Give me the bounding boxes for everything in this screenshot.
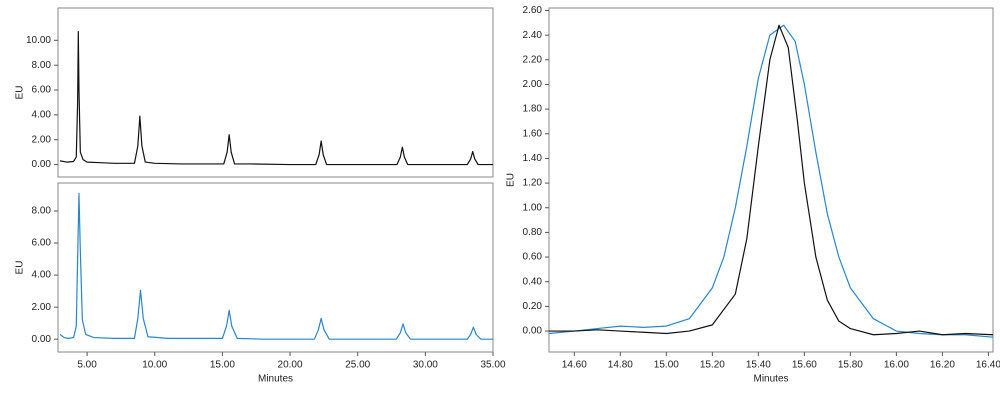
x-axis-label: Minutes [753, 374, 788, 385]
y-tick-label: 0.20 [523, 301, 543, 312]
x-tick-label: 15.00 [654, 360, 679, 371]
x-tick-label: 35.00 [480, 360, 505, 371]
y-tick-label: 2.20 [523, 54, 543, 65]
plot-frame [548, 7, 994, 353]
y-tick-label: 8.00 [32, 206, 52, 217]
plot-frame [57, 182, 494, 353]
x-tick-label: 16.20 [930, 360, 955, 371]
y-tick-label: 6.00 [32, 238, 52, 249]
x-axis-label: Minutes [258, 374, 293, 385]
y-tick-label: 1.40 [523, 153, 543, 164]
y-tick-label: 2.00 [32, 302, 52, 313]
y-tick-label: 2.00 [32, 134, 52, 145]
x-tick-label: 15.40 [746, 360, 771, 371]
y-tick-label: 0.80 [523, 227, 543, 238]
y-tick-label: 1.00 [523, 202, 543, 213]
trace-line [59, 31, 493, 166]
y-axis-label: EU [15, 86, 26, 100]
x-tick-label: 20.00 [278, 360, 303, 371]
y-axis-label: EU [506, 173, 517, 187]
y-tick-label: 2.00 [523, 79, 543, 90]
y-tick-label: 0.00 [523, 326, 543, 337]
x-tick-label: 14.80 [608, 360, 633, 371]
y-tick-label: 4.00 [32, 270, 52, 281]
x-tick-label: 15.20 [700, 360, 725, 371]
x-tick-label: 16.00 [884, 360, 909, 371]
y-tick-label: 0.60 [523, 252, 543, 263]
y-tick-label: 8.00 [32, 60, 52, 71]
y-tick-label: 2.40 [523, 30, 543, 41]
x-tick-label: 15.80 [838, 360, 863, 371]
y-tick-label: 6.00 [32, 85, 52, 96]
x-tick-label: 10.00 [142, 360, 167, 371]
trace-line [59, 192, 493, 340]
y-tick-label: 1.60 [523, 128, 543, 139]
y-tick-label: 4.00 [32, 110, 52, 121]
y-tick-label: 1.20 [523, 178, 543, 189]
y-axis-label: EU [15, 261, 26, 275]
x-tick-label: 15.60 [792, 360, 817, 371]
x-tick-label: 25.00 [345, 360, 370, 371]
x-tick-label: 5.00 [77, 360, 97, 371]
y-tick-label: 10.00 [26, 35, 51, 46]
trace-line [549, 24, 994, 336]
y-tick-label: 0.00 [32, 159, 52, 170]
x-tick-label: 15.00 [210, 360, 235, 371]
trace-line [548, 24, 994, 338]
y-tick-label: 0.00 [32, 334, 52, 345]
y-tick-label: 2.60 [523, 5, 543, 16]
x-tick-label: 14.60 [562, 360, 587, 371]
plot-frame [57, 7, 494, 178]
y-tick-label: 1.80 [523, 104, 543, 115]
x-tick-label: 30.00 [413, 360, 438, 371]
x-tick-label: 16.40 [976, 360, 1000, 371]
y-tick-label: 0.40 [523, 276, 543, 287]
